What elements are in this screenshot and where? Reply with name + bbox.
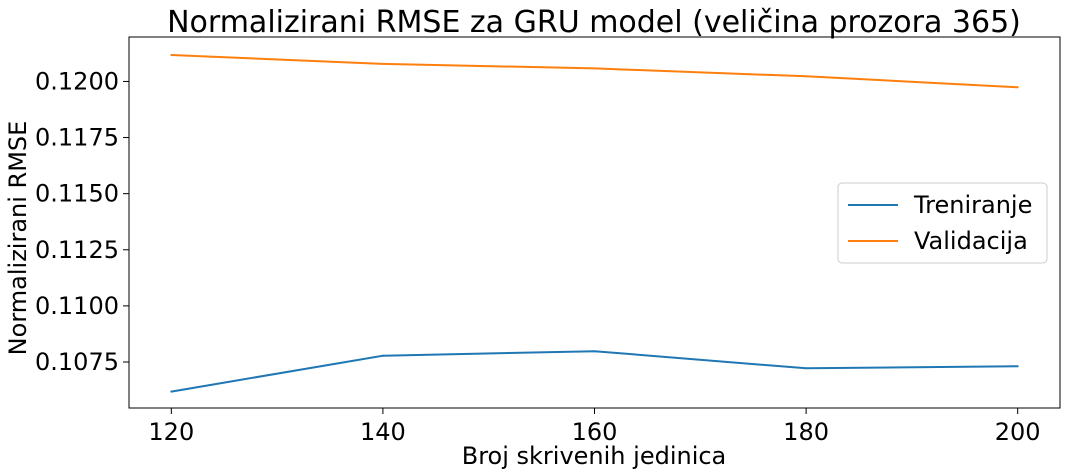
y-tick-label: 0.1175 [35, 124, 119, 152]
x-axis-label: Broj skrivenih jedinica [462, 442, 727, 470]
y-axis-label: Normalizirani RMSE [4, 121, 32, 356]
y-tick-label: 0.1200 [35, 67, 119, 95]
data-point [381, 62, 384, 65]
chart-title: Normalizirani RMSE za GRU model (veličin… [167, 5, 1021, 40]
series-line-validacija [171, 54, 1018, 89]
data-point [805, 367, 808, 370]
x-tick-label: 200 [995, 418, 1041, 446]
data-point [170, 53, 173, 56]
data-point [1016, 365, 1019, 368]
x-tick-label: 180 [783, 418, 829, 446]
data-point [593, 350, 596, 353]
y-tick-label: 0.1075 [35, 348, 119, 376]
legend-label: Treniranje [913, 191, 1032, 219]
x-tick-label: 160 [572, 418, 618, 446]
data-point [805, 75, 808, 78]
legend-label: Validacija [914, 227, 1028, 255]
plot-frame [128, 36, 1061, 409]
data-point [170, 390, 173, 393]
data-point [1016, 86, 1019, 89]
y-tick-label: 0.1125 [35, 236, 119, 264]
y-tick-label: 0.1150 [35, 180, 119, 208]
legend-box [837, 182, 1048, 264]
series-line-treniranje [171, 350, 1018, 393]
data-point [381, 354, 384, 357]
data-point [593, 67, 596, 70]
legend: Treniranje Validacija [837, 182, 1048, 264]
x-tick-label: 120 [148, 418, 194, 446]
x-tick-label: 140 [360, 418, 406, 446]
y-tick-label: 0.1100 [35, 292, 119, 320]
